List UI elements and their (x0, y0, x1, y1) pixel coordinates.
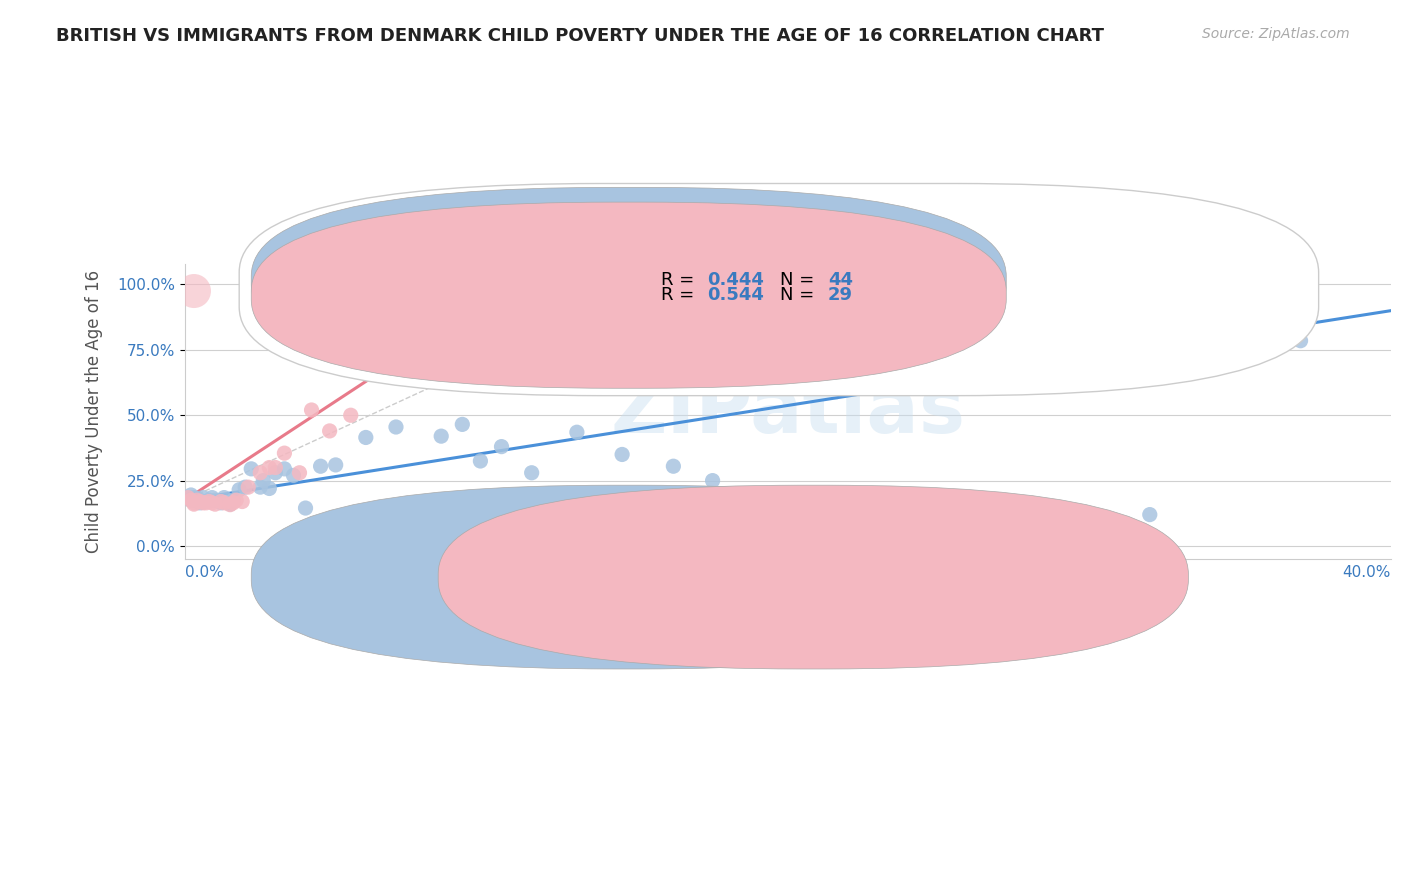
Point (180, 488, 202, 502)
Point (264, 293, 287, 308)
Point (238, 480, 260, 494)
Text: 44: 44 (828, 271, 853, 289)
Point (195, 494, 218, 508)
FancyBboxPatch shape (252, 187, 1007, 374)
Point (520, 466, 543, 480)
Point (219, 498, 242, 512)
Point (273, 446, 295, 460)
Point (188, 493, 211, 508)
Point (204, 497, 226, 511)
Point (610, 447, 633, 461)
Text: Immigrants from Denmark: Immigrants from Denmark (837, 568, 1057, 586)
Point (475, 285, 498, 300)
Point (249, 466, 271, 480)
Point (837, 499, 859, 513)
Point (264, 460, 287, 475)
Point (222, 496, 245, 510)
Point (565, 425, 588, 440)
Point (188, 496, 211, 510)
Point (1139, 508, 1161, 522)
Point (420, 323, 443, 337)
Point (183, 496, 205, 510)
Point (339, 409, 361, 423)
Point (702, 474, 724, 488)
FancyBboxPatch shape (252, 202, 1007, 388)
Point (264, 466, 287, 480)
Point (177, 491, 200, 505)
Point (219, 497, 242, 511)
Point (231, 494, 253, 508)
Text: N =: N = (779, 271, 820, 289)
Point (294, 501, 316, 516)
Point (204, 493, 226, 508)
Point (233, 480, 256, 494)
Point (252, 474, 274, 488)
Point (470, 454, 492, 468)
FancyBboxPatch shape (252, 485, 1001, 669)
Text: BRITISH VS IMMIGRANTS FROM DENMARK CHILD POVERTY UNDER THE AGE OF 16 CORRELATION: BRITISH VS IMMIGRANTS FROM DENMARK CHILD… (56, 27, 1104, 45)
Text: 40.0%: 40.0% (1343, 565, 1391, 580)
Point (283, 468, 305, 483)
Point (186, 493, 208, 508)
Point (209, 494, 232, 508)
Point (259, 460, 281, 475)
Y-axis label: Child Poverty Under the Age of 16: Child Poverty Under the Age of 16 (86, 269, 103, 553)
Point (177, 491, 200, 505)
Point (198, 493, 221, 508)
Point (212, 491, 235, 505)
Point (370, 368, 392, 382)
Point (273, 462, 295, 476)
Text: 0.444: 0.444 (707, 271, 763, 289)
Point (354, 430, 377, 444)
Point (183, 493, 205, 508)
Point (309, 459, 332, 474)
Point (228, 483, 250, 497)
Point (225, 493, 247, 508)
Point (988, 502, 1011, 516)
Point (183, 497, 205, 511)
Text: 0.544: 0.544 (707, 286, 763, 304)
Point (385, 420, 408, 434)
Text: ZIPatlas: ZIPatlas (610, 374, 966, 450)
Point (201, 496, 224, 510)
Point (191, 496, 214, 510)
Point (240, 462, 263, 476)
Point (198, 494, 221, 508)
Point (209, 496, 232, 510)
Text: Source: ZipAtlas.com: Source: ZipAtlas.com (1202, 27, 1350, 41)
FancyBboxPatch shape (439, 485, 1188, 669)
Point (1289, 334, 1312, 348)
Text: N =: N = (779, 286, 820, 304)
Point (222, 493, 245, 508)
Text: R =: R = (661, 271, 700, 289)
Text: 29: 29 (828, 286, 853, 304)
Point (491, 440, 513, 454)
Point (430, 429, 453, 443)
Point (180, 493, 202, 508)
Point (191, 491, 214, 505)
Point (662, 459, 685, 474)
Point (325, 458, 347, 472)
Point (249, 480, 271, 494)
Point (186, 491, 208, 506)
Point (259, 482, 281, 496)
Point (195, 496, 218, 510)
Point (301, 403, 323, 417)
Point (183, 491, 205, 505)
FancyBboxPatch shape (239, 184, 1319, 396)
Text: British: British (648, 568, 702, 586)
Point (212, 496, 235, 510)
Point (188, 494, 211, 508)
Point (180, 493, 202, 508)
Point (288, 466, 311, 480)
Point (451, 417, 474, 432)
Text: 0.0%: 0.0% (186, 565, 224, 580)
Point (183, 284, 205, 298)
Point (201, 491, 224, 505)
Text: R =: R = (661, 286, 700, 304)
Point (318, 424, 340, 438)
